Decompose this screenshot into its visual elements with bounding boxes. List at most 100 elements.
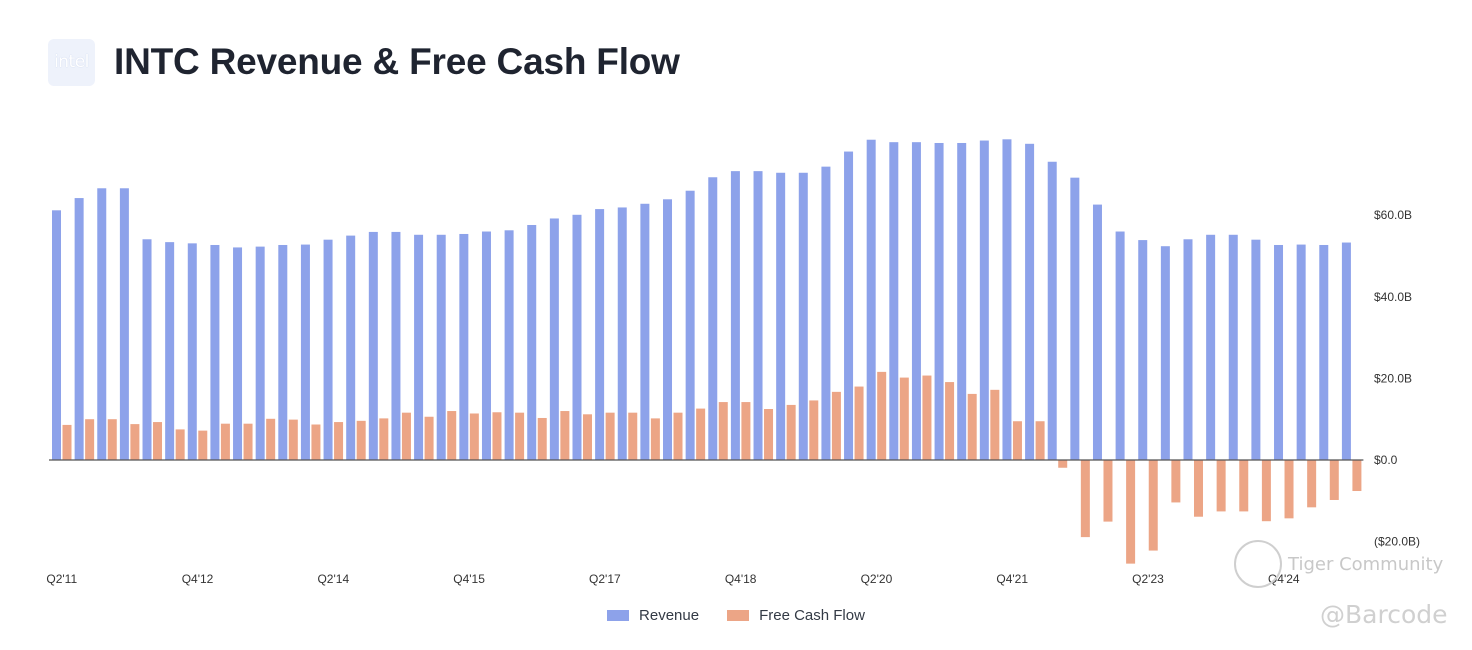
fcf-bar-28[interactable] [696,408,706,460]
revenue-bar-28[interactable] [685,190,695,460]
fcf-bar-42[interactable] [1012,421,1022,460]
revenue-bar-29[interactable] [708,177,718,461]
fcf-bar-17[interactable] [447,411,457,460]
fcf-bar-34[interactable] [831,391,841,460]
fcf-bar-32[interactable] [786,404,796,460]
fcf-bar-53[interactable] [1261,460,1271,522]
revenue-bar-50[interactable] [1183,239,1193,460]
legend-item-fcf[interactable]: Free Cash Flow [727,607,865,624]
revenue-bar-21[interactable] [527,224,537,460]
revenue-bar-23[interactable] [572,214,582,460]
fcf-bar-25[interactable] [628,412,638,460]
fcf-bar-21[interactable] [537,417,547,460]
revenue-bar-0[interactable] [52,210,61,460]
fcf-bar-48[interactable] [1148,460,1158,551]
revenue-bar-12[interactable] [323,239,333,460]
fcf-bar-16[interactable] [424,416,434,460]
revenue-bar-45[interactable] [1070,177,1080,460]
fcf-bar-36[interactable] [877,371,887,460]
fcf-bar-5[interactable] [175,429,185,460]
fcf-bar-15[interactable] [401,412,411,460]
revenue-bar-9[interactable] [255,246,265,460]
revenue-bar-11[interactable] [300,244,310,460]
revenue-bar-10[interactable] [278,244,288,460]
revenue-bar-47[interactable] [1115,231,1125,460]
revenue-bar-4[interactable] [142,239,152,460]
fcf-bar-39[interactable] [945,382,955,460]
fcf-bar-29[interactable] [718,402,728,460]
revenue-bar-1[interactable] [74,198,84,460]
revenue-bar-46[interactable] [1092,204,1102,460]
fcf-bar-54[interactable] [1284,460,1294,519]
revenue-bar-49[interactable] [1160,246,1170,460]
fcf-bar-30[interactable] [741,402,751,460]
revenue-bar-2[interactable] [97,188,107,460]
fcf-bar-55[interactable] [1307,460,1317,508]
fcf-bar-46[interactable] [1103,460,1113,522]
fcf-bar-56[interactable] [1329,460,1339,500]
fcf-bar-41[interactable] [990,389,1000,460]
fcf-bar-0[interactable] [62,424,72,460]
revenue-bar-44[interactable] [1047,161,1057,460]
revenue-bar-17[interactable] [436,234,446,460]
fcf-bar-20[interactable] [515,412,525,460]
revenue-bar-41[interactable] [979,140,989,460]
revenue-bar-13[interactable] [346,235,356,460]
revenue-bar-5[interactable] [165,242,175,460]
fcf-bar-49[interactable] [1171,460,1181,503]
legend-item-revenue[interactable]: Revenue [607,607,699,624]
fcf-bar-14[interactable] [379,418,389,460]
revenue-bar-27[interactable] [663,199,673,460]
fcf-bar-6[interactable] [198,430,208,460]
revenue-bar-3[interactable] [119,188,129,460]
fcf-bar-57[interactable] [1352,460,1362,492]
fcf-bar-51[interactable] [1216,460,1226,512]
fcf-bar-19[interactable] [492,412,502,460]
revenue-bar-43[interactable] [1025,143,1035,461]
revenue-bar-18[interactable] [459,233,469,460]
revenue-bar-30[interactable] [730,171,740,461]
revenue-bar-48[interactable] [1138,240,1148,460]
fcf-bar-1[interactable] [85,419,95,460]
fcf-bar-13[interactable] [356,420,366,460]
fcf-bar-7[interactable] [220,423,230,460]
fcf-bar-8[interactable] [243,423,253,460]
fcf-bar-26[interactable] [650,418,660,460]
fcf-bar-35[interactable] [854,386,864,460]
fcf-bar-37[interactable] [899,377,909,460]
fcf-bar-47[interactable] [1126,460,1136,564]
revenue-bar-16[interactable] [414,234,424,460]
fcf-bar-11[interactable] [311,424,321,460]
fcf-bar-43[interactable] [1035,421,1045,460]
fcf-bar-2[interactable] [107,419,117,460]
revenue-bar-31[interactable] [753,171,763,461]
revenue-bar-6[interactable] [187,243,197,460]
revenue-bar-20[interactable] [504,230,514,460]
fcf-bar-24[interactable] [605,412,615,460]
revenue-bar-57[interactable] [1341,242,1351,460]
fcf-bar-27[interactable] [673,412,683,460]
revenue-bar-22[interactable] [549,218,559,460]
revenue-bar-24[interactable] [595,209,605,460]
fcf-bar-12[interactable] [334,422,344,460]
revenue-bar-8[interactable] [233,247,243,460]
revenue-bar-25[interactable] [617,207,627,460]
revenue-bar-32[interactable] [776,172,786,460]
revenue-bar-34[interactable] [821,166,831,460]
fcf-bar-44[interactable] [1058,460,1068,468]
revenue-bar-14[interactable] [368,231,378,460]
revenue-bar-53[interactable] [1251,239,1261,460]
fcf-bar-23[interactable] [582,414,592,460]
revenue-bar-40[interactable] [957,142,967,460]
revenue-bar-56[interactable] [1319,244,1329,460]
fcf-bar-33[interactable] [809,400,819,460]
revenue-bar-7[interactable] [210,244,220,460]
fcf-bar-22[interactable] [560,411,570,460]
fcf-bar-45[interactable] [1080,460,1090,538]
revenue-bar-15[interactable] [391,231,401,460]
fcf-bar-9[interactable] [266,418,276,460]
fcf-bar-10[interactable] [288,419,298,460]
fcf-bar-52[interactable] [1239,460,1249,512]
revenue-bar-39[interactable] [934,142,944,460]
fcf-bar-31[interactable] [764,409,774,460]
